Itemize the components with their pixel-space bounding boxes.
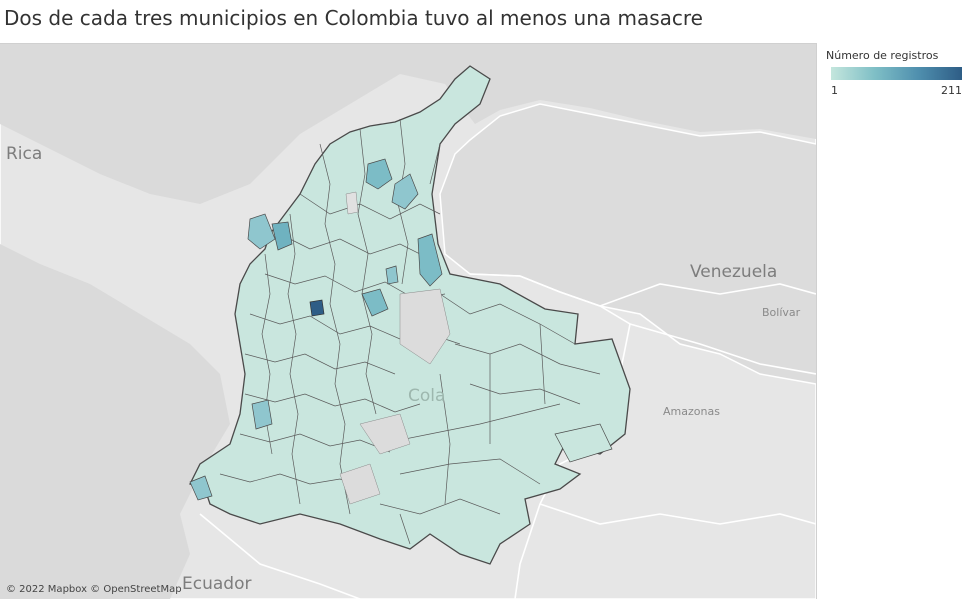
- legend-gradient-bar: [831, 67, 962, 80]
- map-attribution[interactable]: © 2022 Mapbox © OpenStreetMap: [6, 584, 182, 595]
- map-label-bolivar: Bolívar: [762, 306, 801, 319]
- legend-min-value: 1: [831, 84, 838, 97]
- choropleth-map[interactable]: Rica Venezuela Bolívar Amazonas Ecuador …: [0, 43, 817, 599]
- page-title: Dos de cada tres municipios en Colombia …: [4, 6, 703, 30]
- legend-title: Número de registros: [826, 49, 939, 62]
- map-canvas[interactable]: [0, 44, 816, 599]
- no-data-area: [339, 463, 381, 505]
- municipality-max[interactable]: [309, 299, 325, 317]
- map-label-venezuela: Venezuela: [690, 262, 778, 282]
- municipality-highlight[interactable]: [385, 265, 399, 285]
- municipality-highlight[interactable]: [361, 288, 389, 317]
- pacific-ocean: [0, 244, 230, 599]
- map-label-colombia: Cola: [408, 386, 446, 406]
- colombia-municipalities[interactable]: [189, 65, 631, 565]
- map-label-rica: Rica: [6, 144, 43, 164]
- map-label-amazonas: Amazonas: [663, 405, 720, 418]
- no-data-area: [399, 288, 451, 365]
- municipality-highlight[interactable]: [189, 475, 213, 501]
- legend-scale: 1 211: [831, 84, 962, 98]
- municipality-highlight[interactable]: [251, 399, 273, 430]
- municipality-east[interactable]: [554, 423, 613, 463]
- municipality-highlight[interactable]: [271, 221, 293, 251]
- legend-max-value: 211: [941, 84, 962, 97]
- map-label-ecuador: Ecuador: [182, 574, 252, 594]
- municipality-highlight[interactable]: [365, 158, 393, 190]
- municipality-highlight[interactable]: [417, 233, 443, 287]
- municipality-highlight[interactable]: [391, 173, 419, 210]
- color-legend: Número de registros 1 211: [826, 49, 964, 98]
- international-borders: [199, 273, 816, 599]
- municipality-highlight[interactable]: [247, 213, 276, 250]
- no-data-area: [345, 191, 359, 215]
- no-data-area: [359, 413, 411, 455]
- caribbean-sea: [0, 44, 816, 204]
